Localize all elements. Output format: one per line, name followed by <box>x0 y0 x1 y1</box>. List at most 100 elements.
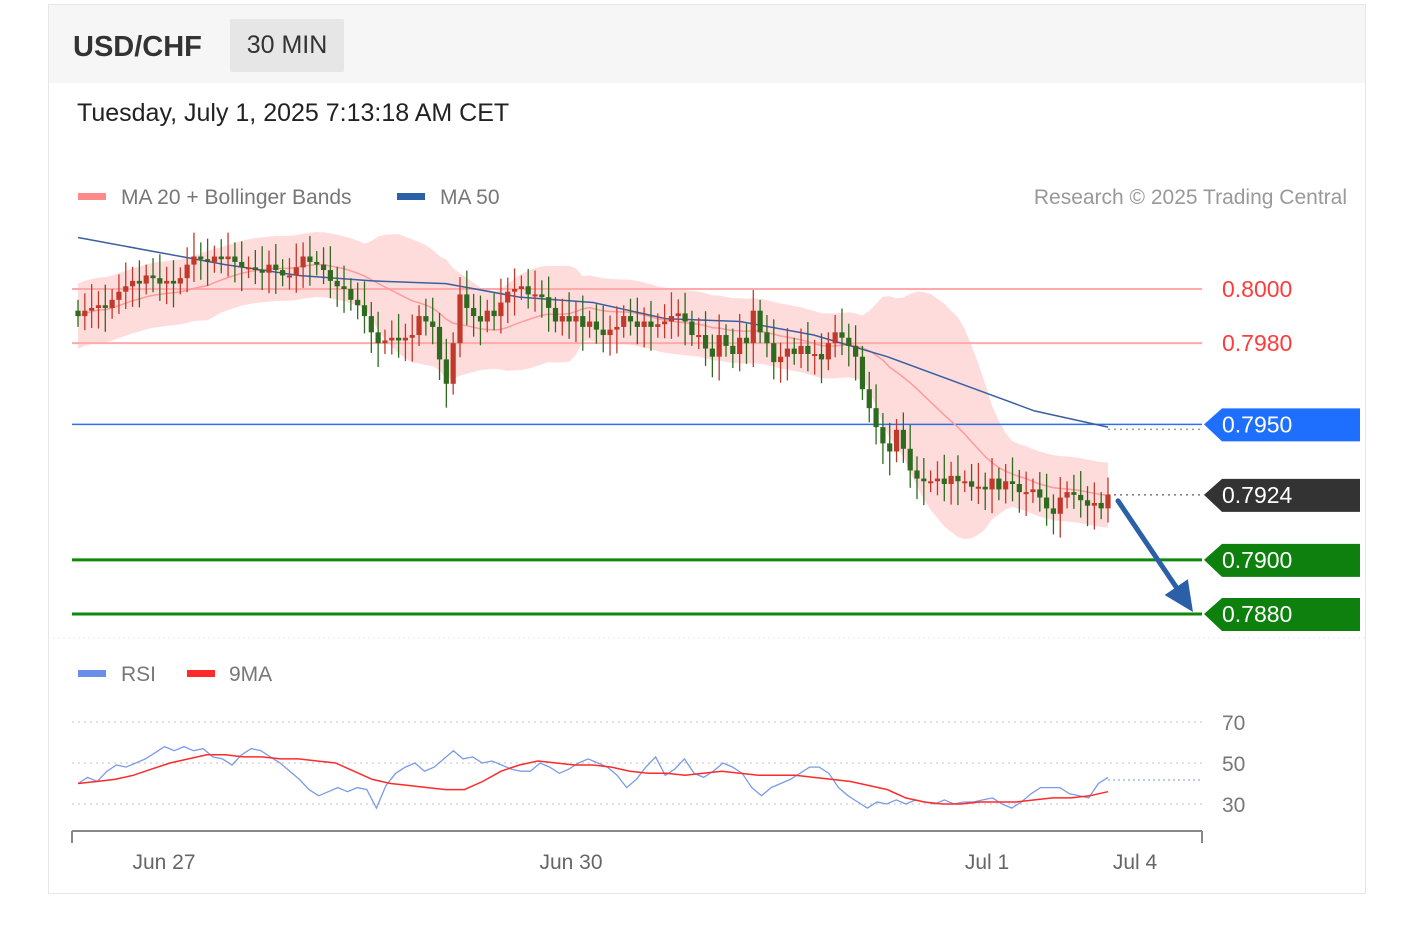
pivot-tag-label: 0.7950 <box>1222 411 1292 437</box>
timeframe-badge[interactable]: 30 MIN <box>230 19 344 72</box>
candle-body <box>109 299 115 308</box>
candle-body <box>457 294 463 344</box>
forecast-arrow <box>1115 498 1193 612</box>
candle-body <box>764 332 770 344</box>
candle-body <box>928 481 934 484</box>
copyright-text: Research © 2025 Trading Central <box>1034 186 1347 209</box>
candle-body <box>1071 492 1077 495</box>
candle-body <box>129 280 136 287</box>
legend-ma50-label: MA 50 <box>440 186 500 209</box>
candle-body <box>211 256 218 262</box>
candle-body <box>689 321 695 336</box>
candle-body <box>573 316 579 322</box>
bollinger-band <box>78 232 1108 540</box>
candle-body <box>546 297 552 308</box>
candle-body <box>962 481 968 484</box>
candle-body <box>375 332 381 344</box>
candle-body <box>307 256 313 262</box>
candle-body <box>1091 502 1097 506</box>
candle-body <box>648 321 654 327</box>
candle-body <box>696 335 702 338</box>
candle-body <box>136 280 142 284</box>
candle-body <box>900 429 906 449</box>
candle-body <box>846 337 852 346</box>
candle-body <box>471 307 477 317</box>
candle-body <box>368 316 374 333</box>
candle-body <box>361 305 368 317</box>
candle-body <box>839 332 845 338</box>
candle-body <box>525 286 531 295</box>
candle-body <box>1016 484 1022 493</box>
support-tag <box>1204 598 1360 631</box>
candle-body <box>921 478 927 482</box>
candle-body <box>102 305 108 308</box>
candle-body <box>593 321 600 330</box>
candle-body <box>798 345 804 354</box>
legend-ma20-swatch <box>78 193 106 200</box>
candle-body <box>934 478 941 482</box>
candle-body <box>1057 497 1063 514</box>
candle-body <box>716 335 722 357</box>
candle-body <box>484 310 490 322</box>
candle-body <box>402 337 409 341</box>
candle-body <box>566 316 572 322</box>
x-tick-label: Jul 4 <box>1113 851 1158 874</box>
candle-body <box>832 332 838 344</box>
resistance-tag-label: 0.7980 <box>1222 330 1292 356</box>
candle-body <box>239 261 245 268</box>
candle-body <box>1037 489 1043 498</box>
candle-body <box>662 321 668 325</box>
candle-body <box>682 313 688 322</box>
rsi-tick-label: 50 <box>1222 753 1245 776</box>
candle-body <box>170 280 177 284</box>
symbol-title: USD/CHF <box>73 31 202 63</box>
x-tick-label: Jun 30 <box>539 851 602 874</box>
candles-group <box>75 232 1111 538</box>
candle-body <box>82 310 88 317</box>
candle-body <box>784 348 791 357</box>
candle-body <box>191 256 197 265</box>
candle-body <box>273 264 279 271</box>
x-tick-label: Jul 1 <box>965 851 1009 874</box>
pivot-tag <box>1204 408 1360 442</box>
candle-body <box>552 307 559 322</box>
candle-body <box>1064 492 1070 498</box>
candle-body <box>586 321 593 327</box>
candle-body <box>743 337 750 344</box>
candle-body <box>116 291 122 300</box>
candle-body <box>225 256 231 260</box>
candle-body <box>443 359 449 384</box>
candle-body <box>757 310 763 333</box>
candle-body <box>348 289 354 300</box>
candle-body <box>1023 492 1029 495</box>
candle-body <box>423 316 429 322</box>
rsi-legend: RSI 9MA <box>78 663 272 686</box>
support-tag <box>1204 543 1360 577</box>
candle-body <box>880 427 886 444</box>
candle-body <box>89 307 95 311</box>
candle-body <box>95 305 102 308</box>
candle-body <box>859 356 866 390</box>
candle-body <box>737 337 743 354</box>
legend-9ma-swatch <box>187 670 215 677</box>
candle-body <box>975 486 981 489</box>
candle-body <box>157 278 163 284</box>
candle-body <box>450 343 456 384</box>
candle-body <box>252 267 258 271</box>
candle-body <box>621 316 627 327</box>
candle-body <box>607 329 613 336</box>
support-tag-label: 0.7900 <box>1222 547 1292 573</box>
candle-body <box>634 321 640 327</box>
candle-body <box>389 337 395 341</box>
candle-body <box>150 275 156 279</box>
candle-body <box>941 478 947 484</box>
support-tag-label: 0.7880 <box>1222 601 1292 627</box>
candle-body <box>853 345 859 357</box>
candle-body <box>948 475 954 484</box>
candle-body <box>355 299 361 306</box>
candle-body <box>266 264 272 273</box>
candle-body <box>825 343 831 360</box>
candle-body <box>505 291 511 303</box>
candle-body <box>914 470 920 479</box>
